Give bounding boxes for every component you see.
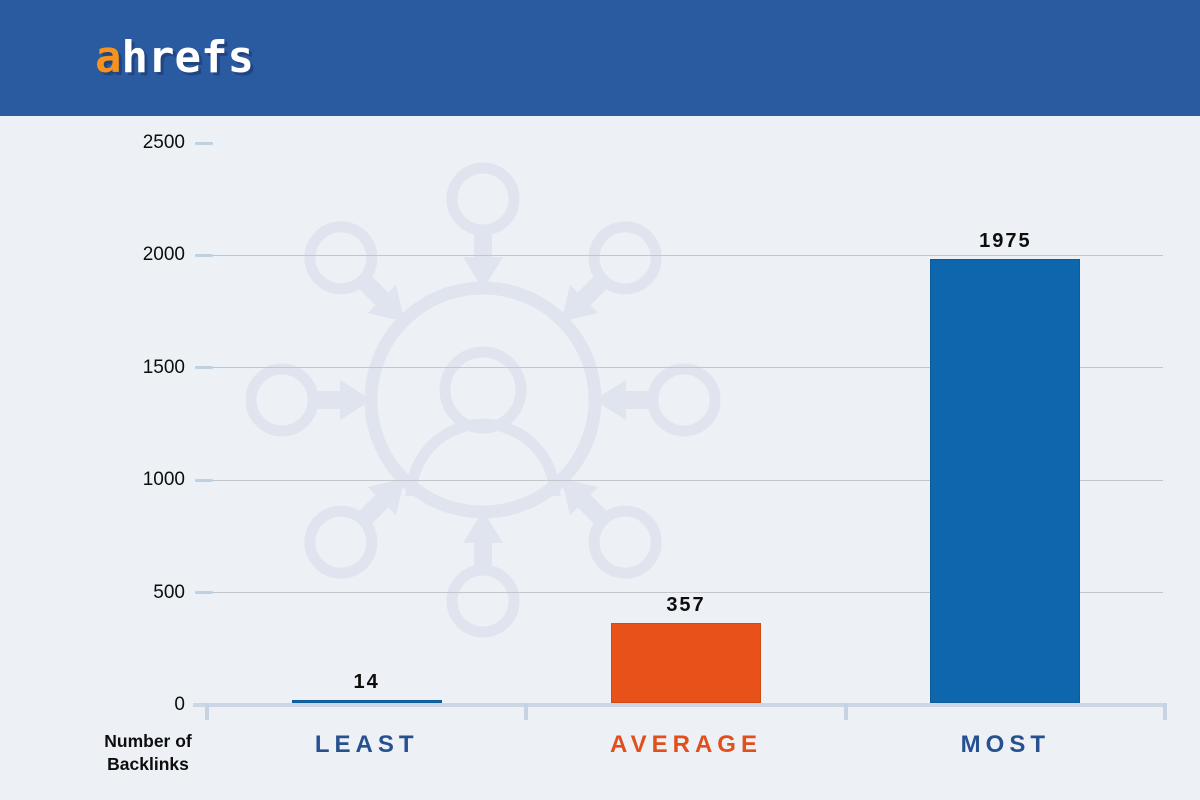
x-axis-line [193,703,1167,707]
logo-letter-a: a [95,32,122,83]
logo-text-hrefs: hrefs [121,32,254,83]
x-axis-boundary-tick [1163,703,1167,720]
y-axis-label: 1500 [142,356,185,378]
y-axis-title: Number of Backlinks [68,730,228,776]
bar-value-label: 1975 [979,230,1032,253]
gridline [213,254,1163,256]
bar-least [291,699,442,703]
y-axis-tick-mark [195,366,213,370]
y-axis-tick-mark [195,141,213,145]
gridline [213,592,1163,594]
y-axis-label: 1000 [142,469,185,491]
category-label-least: LEAST [314,731,419,758]
header-bar: ahrefs [0,0,1200,116]
y-axis-title-line2: Backlinks [107,754,189,774]
bar-value-label: 357 [666,593,706,616]
x-axis-boundary-tick [524,703,529,720]
gridline [213,367,1163,369]
gridline [213,479,1163,481]
y-axis-label: 500 [153,581,185,603]
y-axis-tick-mark [195,591,213,595]
y-axis-tick-mark [195,478,213,482]
bar-average [611,622,761,703]
x-axis-boundary-tick [843,703,848,720]
y-axis-label: 2500 [142,132,185,153]
bar-most [930,259,1081,703]
y-axis-tick-mark [195,253,213,257]
y-axis-title-line1: Number of [104,731,192,751]
category-label-most: MOST [960,731,1050,758]
bar-value-label: 14 [353,670,380,693]
y-axis-label: 0 [174,694,185,715]
y-axis-label: 2000 [142,244,185,266]
category-label-average: AVERAGE [610,731,762,758]
x-axis-boundary-tick [205,703,209,720]
ahrefs-logo: ahrefs [95,36,254,80]
people-network-watermark-icon [245,162,721,638]
